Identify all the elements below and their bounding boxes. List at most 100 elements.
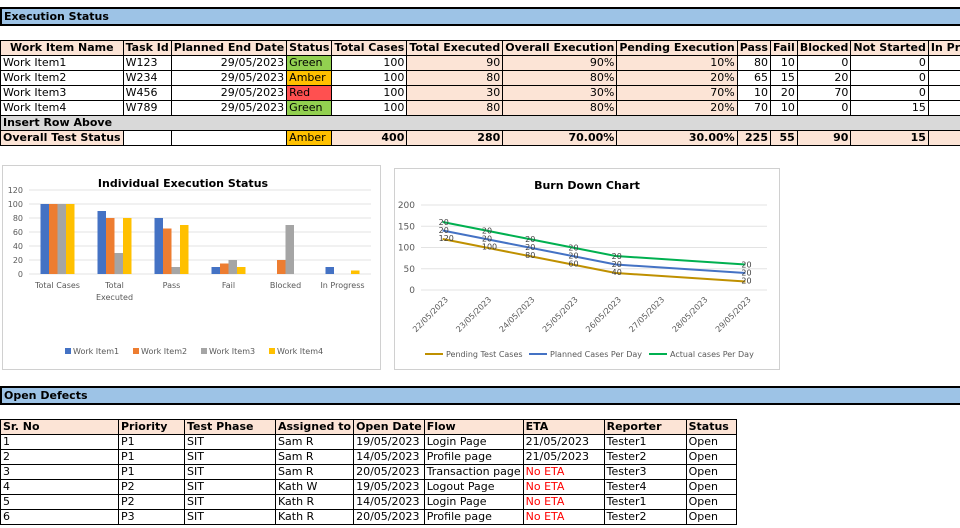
defect-cell-flow[interactable]: Profile page: [423, 509, 524, 525]
burn-down-chart[interactable]: Burn Down Chart 0 50 100 150 200 22/05/2023 23/…: [394, 168, 780, 370]
bar-work-item2[interactable]: [220, 263, 229, 275]
bar-legend-entry[interactable]: Work Item1: [73, 347, 119, 356]
bar-legend-entry[interactable]: Work Item4: [277, 347, 323, 356]
bar-work-item2[interactable]: [49, 204, 58, 274]
defect-cell-priority[interactable]: P2: [118, 494, 185, 510]
defect-col-header[interactable]: Reporter: [603, 419, 687, 435]
defect-cell-open[interactable]: 14/05/2023: [353, 494, 425, 510]
exec-cell-in-progress[interactable]: 5: [927, 100, 960, 116]
exec-cell-total[interactable]: 100: [331, 85, 408, 101]
defect-col-header[interactable]: Assigned to: [274, 419, 355, 435]
bar-work-item4[interactable]: [66, 204, 75, 274]
bar-work-item4[interactable]: [237, 267, 246, 274]
overall-cell-pending[interactable]: 30.00%: [616, 130, 738, 146]
exec-cell-executed[interactable]: 30: [406, 85, 504, 101]
bar-work-item3[interactable]: [228, 260, 238, 274]
exec-col-header[interactable]: Blocked: [796, 40, 852, 56]
defect-cell-flow[interactable]: Profile page: [423, 449, 524, 465]
defect-cell-priority[interactable]: P1: [118, 464, 185, 480]
exec-cell-task[interactable]: W456: [122, 85, 172, 101]
defect-cell-priority[interactable]: P1: [118, 449, 185, 465]
defect-cell-reporter[interactable]: Tester1: [603, 494, 687, 510]
defect-cell-open[interactable]: 19/05/2023: [353, 479, 425, 495]
bar-work-item4[interactable]: [180, 225, 189, 274]
exec-cell-not-started[interactable]: 0: [850, 55, 929, 71]
bar-legend-entry[interactable]: Work Item3: [209, 347, 255, 356]
exec-cell-date[interactable]: 29/05/2023: [170, 85, 288, 101]
exec-cell-date[interactable]: 29/05/2023: [170, 70, 288, 86]
exec-col-header[interactable]: Pass: [736, 40, 771, 56]
defect-cell-eta[interactable]: 21/05/2023: [522, 449, 605, 465]
exec-cell-name[interactable]: Work Item1: [0, 55, 124, 71]
exec-cell-in-progress[interactable]: 0: [927, 70, 960, 86]
exec-cell-task[interactable]: W234: [122, 70, 172, 86]
overall-cell-blocked[interactable]: 90: [796, 130, 852, 146]
exec-cell-fail[interactable]: 10: [769, 100, 798, 116]
exec-cell-overall[interactable]: 80%: [502, 100, 618, 116]
exec-cell-blocked[interactable]: 20: [796, 70, 852, 86]
defect-cell-phase[interactable]: SIT: [184, 464, 276, 480]
exec-cell-pending[interactable]: 20%: [616, 100, 738, 116]
defect-cell-flow[interactable]: Login Page: [423, 434, 524, 450]
defect-cell-reporter[interactable]: Tester2: [603, 509, 687, 525]
exec-cell-total[interactable]: 100: [331, 55, 408, 71]
defect-cell-status[interactable]: Open: [685, 479, 737, 495]
exec-cell-pass[interactable]: 65: [736, 70, 771, 86]
defect-cell-phase[interactable]: SIT: [184, 509, 276, 525]
defect-cell-eta[interactable]: No ETA: [522, 479, 605, 495]
defect-cell-phase[interactable]: SIT: [184, 449, 276, 465]
exec-cell-pass[interactable]: 70: [736, 100, 771, 116]
line-pending-test-cases[interactable]: [442, 238, 746, 283]
exec-cell-executed[interactable]: 80: [406, 70, 504, 86]
exec-cell-blocked[interactable]: 0: [796, 100, 852, 116]
defect-cell-eta[interactable]: No ETA: [522, 509, 605, 525]
defect-cell-status[interactable]: Open: [685, 464, 737, 480]
defect-cell-status[interactable]: Open: [685, 449, 737, 465]
defect-cell-eta[interactable]: No ETA: [522, 464, 605, 480]
defect-cell-eta[interactable]: No ETA: [522, 494, 605, 510]
exec-cell-date[interactable]: 29/05/2023: [170, 55, 288, 71]
defect-cell-eta[interactable]: 21/05/2023: [522, 434, 605, 450]
exec-cell-pending[interactable]: 20%: [616, 70, 738, 86]
exec-col-header[interactable]: Not Started: [850, 40, 929, 56]
bar-legend-entry[interactable]: Work Item2: [141, 347, 187, 356]
exec-cell-fail[interactable]: 15: [769, 70, 798, 86]
defect-cell-assigned[interactable]: Sam R: [274, 464, 355, 480]
defect-cell-phase[interactable]: SIT: [184, 479, 276, 495]
defect-col-header[interactable]: Open Date: [353, 419, 425, 435]
overall-cell-total[interactable]: 400: [331, 130, 408, 146]
bar-work-item2[interactable]: [163, 228, 172, 275]
bar-work-item1[interactable]: [211, 267, 221, 274]
exec-cell-executed[interactable]: 80: [406, 100, 504, 116]
exec-cell-blocked[interactable]: 0: [796, 55, 852, 71]
defect-cell-priority[interactable]: P1: [118, 434, 185, 450]
overall-label[interactable]: Overall Test Status: [0, 130, 124, 146]
exec-col-header[interactable]: In Progress: [927, 40, 960, 56]
overall-empty-cell[interactable]: [170, 130, 288, 146]
exec-cell-fail[interactable]: 20: [769, 85, 798, 101]
defect-cell-assigned[interactable]: Kath R: [274, 494, 355, 510]
overall-cell-executed[interactable]: 280: [406, 130, 504, 146]
exec-cell-overall[interactable]: 30%: [502, 85, 618, 101]
bar-work-item3[interactable]: [285, 225, 295, 274]
exec-cell-pass[interactable]: 80: [736, 55, 771, 71]
exec-cell-executed[interactable]: 90: [406, 55, 504, 71]
defect-cell-priority[interactable]: P3: [118, 509, 185, 525]
overall-cell-in-progress[interactable]: 15: [927, 130, 960, 146]
defect-cell-phase[interactable]: SIT: [184, 494, 276, 510]
exec-cell-task[interactable]: W123: [122, 55, 172, 71]
exec-cell-name[interactable]: Work Item2: [0, 70, 124, 86]
bar-work-item2[interactable]: [106, 218, 115, 274]
defect-cell-reporter[interactable]: Tester1: [603, 434, 687, 450]
defect-cell-flow[interactable]: Login Page: [423, 494, 524, 510]
exec-cell-not-started[interactable]: 0: [850, 70, 929, 86]
defect-cell-assigned[interactable]: Kath W: [274, 479, 355, 495]
exec-col-header[interactable]: Status: [286, 40, 333, 56]
exec-col-header[interactable]: Task Id: [122, 40, 172, 56]
bar-work-item4[interactable]: [351, 270, 360, 275]
overall-cell-overall[interactable]: 70.00%: [502, 130, 618, 146]
exec-cell-date[interactable]: 29/05/2023: [170, 100, 288, 116]
exec-col-header[interactable]: Work Item Name: [0, 40, 124, 56]
exec-cell-pass[interactable]: 10: [736, 85, 771, 101]
defect-cell-phase[interactable]: SIT: [184, 434, 276, 450]
